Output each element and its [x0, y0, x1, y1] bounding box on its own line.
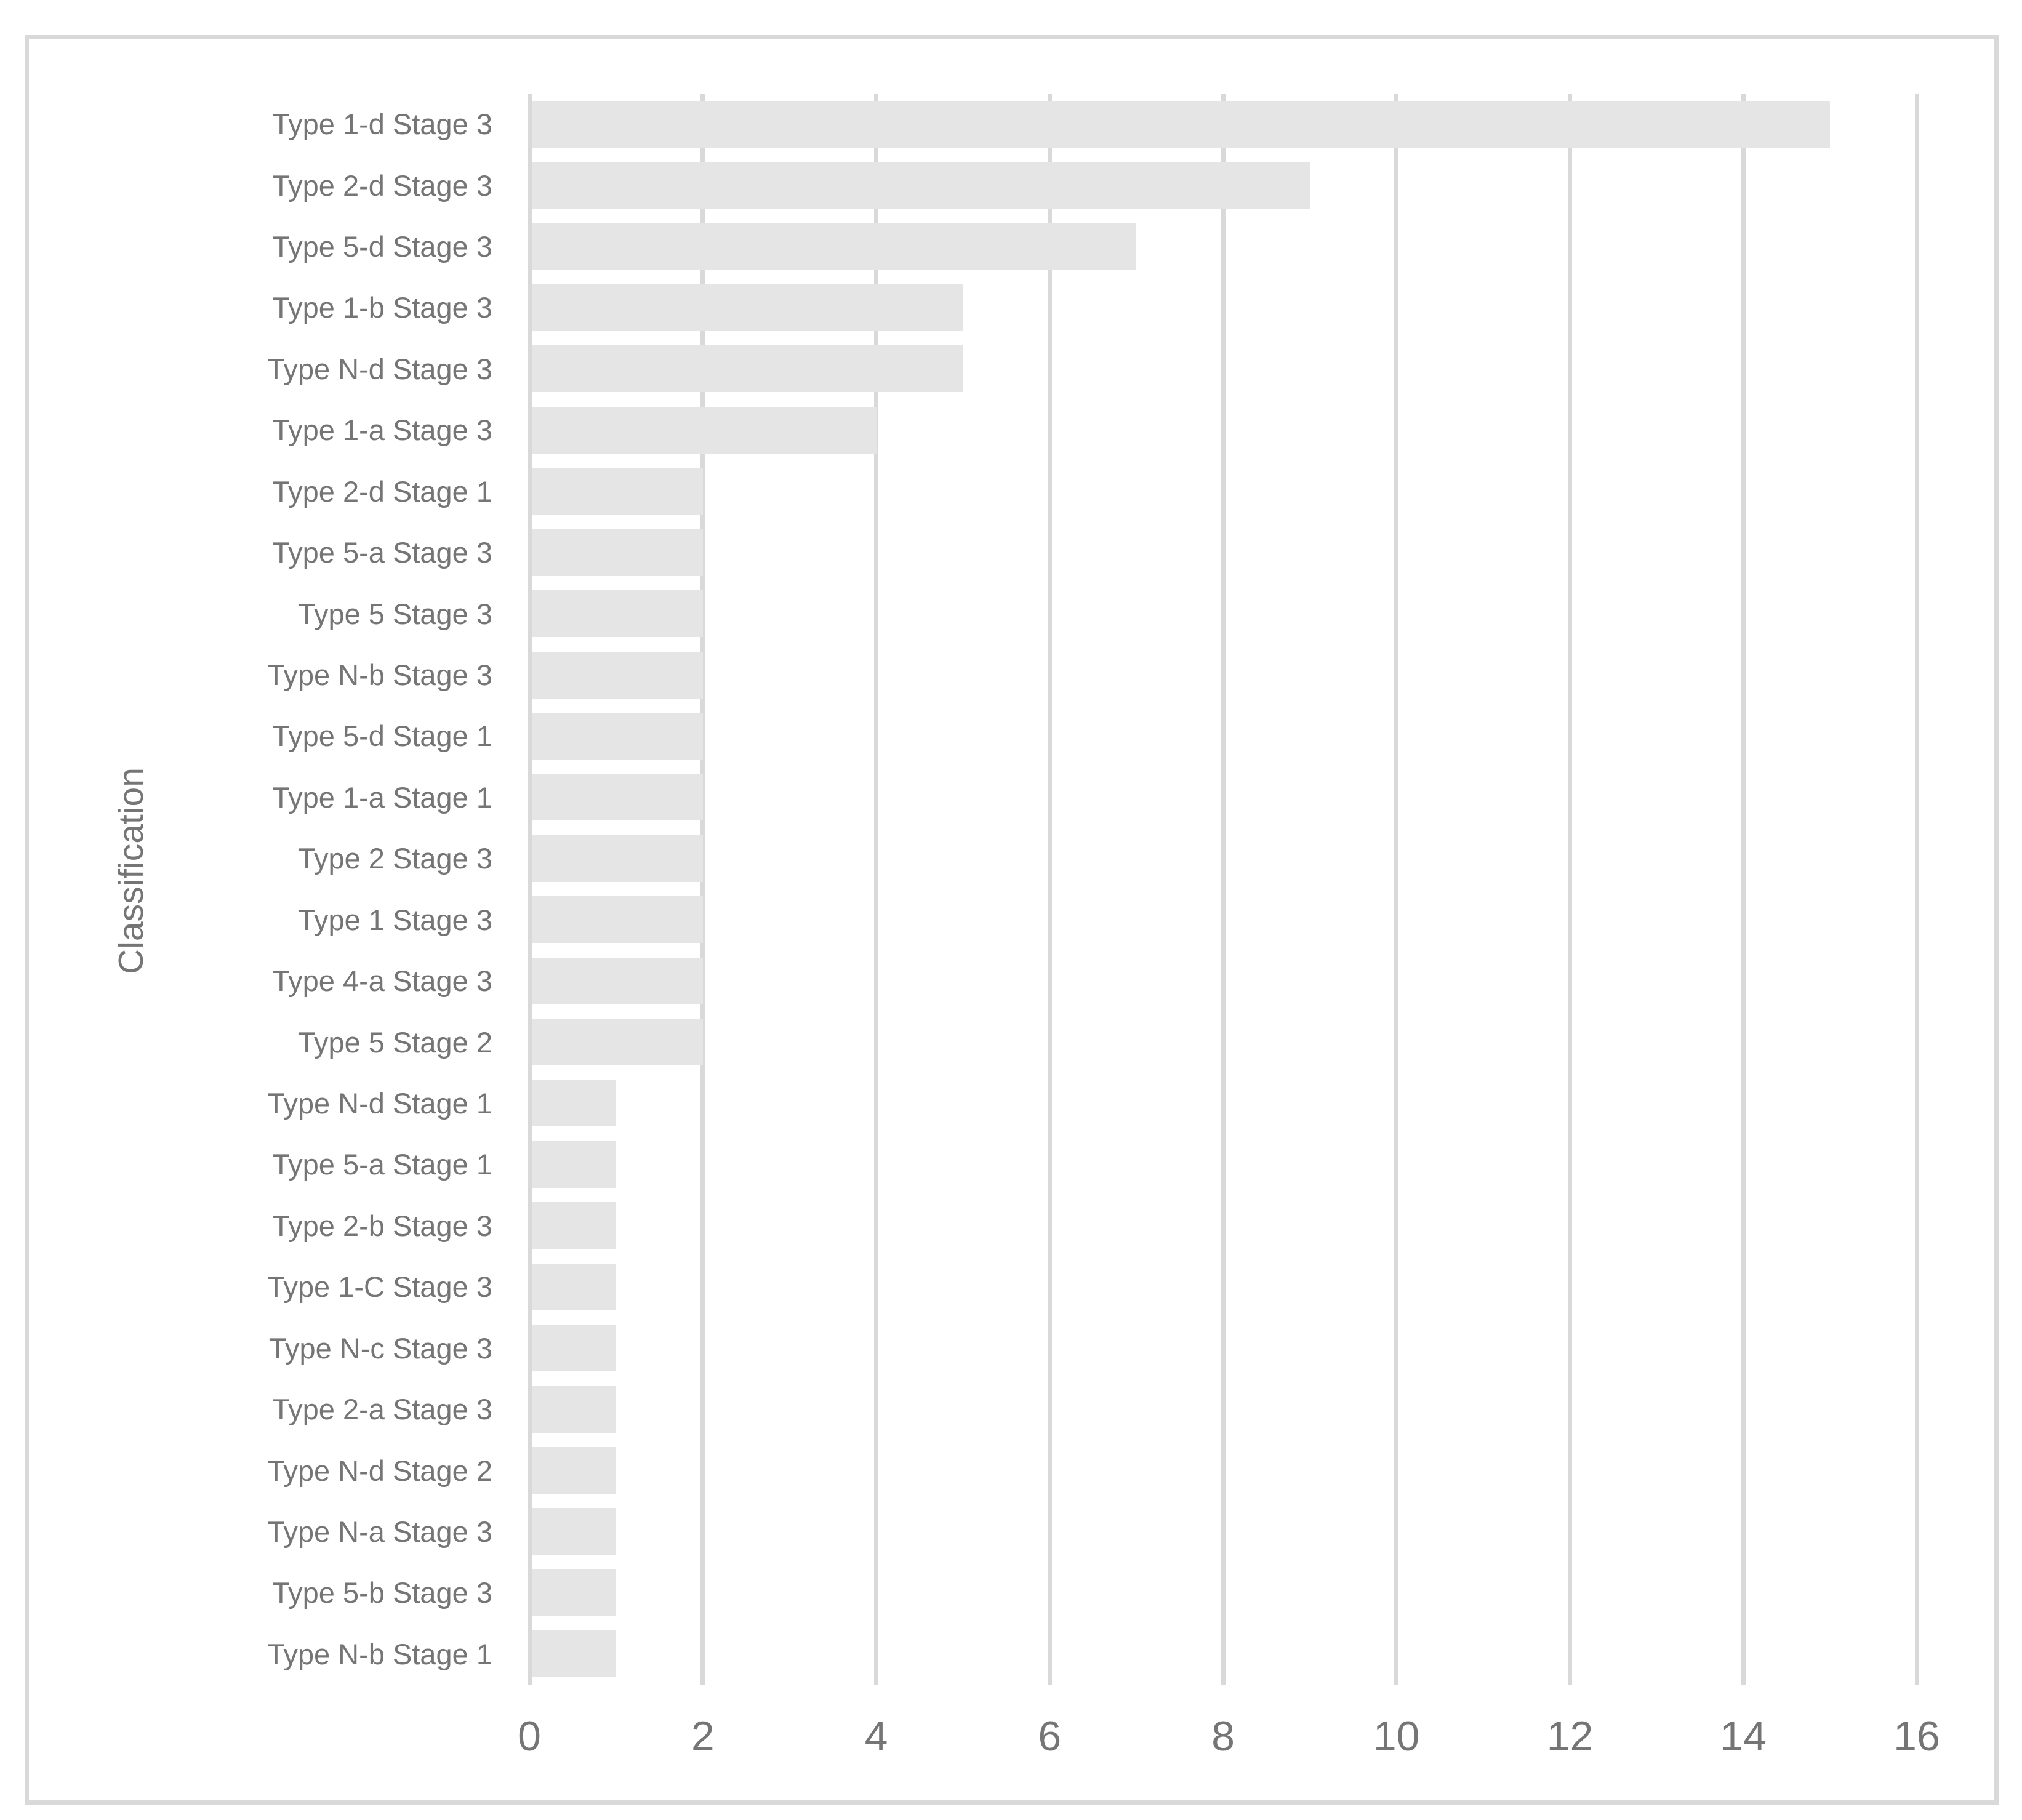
category-label: Type 1-b Stage 3 [272, 291, 492, 324]
bar [531, 712, 703, 760]
gridline [1914, 94, 1919, 1685]
category-label: Type 1 Stage 3 [297, 903, 492, 936]
bar [531, 1569, 616, 1616]
bar [531, 957, 703, 1004]
bar [531, 284, 963, 331]
x-tick-label: 10 [1373, 1713, 1420, 1760]
bar [531, 1508, 616, 1555]
bar [531, 1263, 616, 1310]
gridline [700, 94, 705, 1685]
gridline [1221, 94, 1226, 1685]
bar [531, 1019, 703, 1066]
category-label: Type 1-a Stage 3 [272, 414, 492, 447]
category-label: Type 2-b Stage 3 [272, 1209, 492, 1242]
category-label: Type 5 Stage 2 [297, 1025, 492, 1059]
gridline [1394, 94, 1399, 1685]
bar [531, 223, 1137, 270]
category-label: Type 4-a Stage 3 [272, 964, 492, 998]
category-label: Type N-b Stage 3 [267, 659, 492, 691]
category-label: Type 5-d Stage 3 [272, 230, 492, 263]
gridline [1741, 94, 1746, 1685]
bar [531, 774, 703, 821]
bar [531, 1202, 616, 1249]
category-label: Type N-d Stage 2 [267, 1454, 492, 1487]
category-label: Type 5 Stage 3 [297, 597, 492, 630]
category-label: Type N-a Stage 3 [267, 1515, 492, 1548]
bar [531, 590, 703, 638]
bar [531, 896, 703, 944]
category-label: Type 2-a Stage 3 [272, 1393, 492, 1426]
x-tick-label: 4 [864, 1713, 888, 1760]
category-label: Type 5-b Stage 3 [272, 1576, 492, 1610]
bar [531, 529, 703, 576]
x-tick-label: 0 [518, 1713, 541, 1760]
category-label: Type 5-d Stage 1 [272, 720, 492, 753]
bar [531, 345, 963, 393]
bar [531, 1325, 616, 1372]
bar [531, 835, 703, 882]
bar [531, 1630, 616, 1678]
x-tick-label: 16 [1893, 1713, 1940, 1760]
category-label: Type 5-a Stage 1 [272, 1148, 492, 1181]
x-tick-label: 8 [1211, 1713, 1235, 1760]
bar [531, 162, 1310, 209]
bar [531, 651, 703, 699]
x-axis-line [527, 94, 532, 1685]
bar [531, 1141, 616, 1188]
category-label: Type N-d Stage 3 [267, 352, 492, 385]
category-label: Type 2-d Stage 3 [272, 169, 492, 202]
bar [531, 1447, 616, 1494]
x-tick-label: 2 [691, 1713, 715, 1760]
gridline [874, 94, 878, 1685]
bar [531, 1080, 616, 1127]
x-tick-label: 12 [1546, 1713, 1594, 1760]
category-label: Type N-d Stage 1 [267, 1086, 492, 1120]
bar [531, 1385, 616, 1433]
category-label: Type 2-d Stage 1 [272, 475, 492, 508]
x-tick-label: 14 [1720, 1713, 1767, 1760]
bar [531, 100, 1831, 148]
chart-frame [25, 35, 1999, 1805]
gridline [1047, 94, 1052, 1685]
gridline [1568, 94, 1572, 1685]
category-label: Type N-c Stage 3 [268, 1331, 492, 1365]
category-label: Type 1-C Stage 3 [267, 1270, 492, 1304]
category-label: Type 2 Stage 3 [297, 842, 492, 875]
x-tick-label: 6 [1038, 1713, 1062, 1760]
bar [531, 468, 703, 515]
category-label: Type 1-d Stage 3 [272, 108, 492, 141]
category-label: Type N-b Stage 1 [267, 1637, 492, 1670]
bar [531, 406, 877, 454]
category-label: Type 5-a Stage 3 [272, 536, 492, 569]
category-label: Type 1-a Stage 1 [272, 780, 492, 814]
